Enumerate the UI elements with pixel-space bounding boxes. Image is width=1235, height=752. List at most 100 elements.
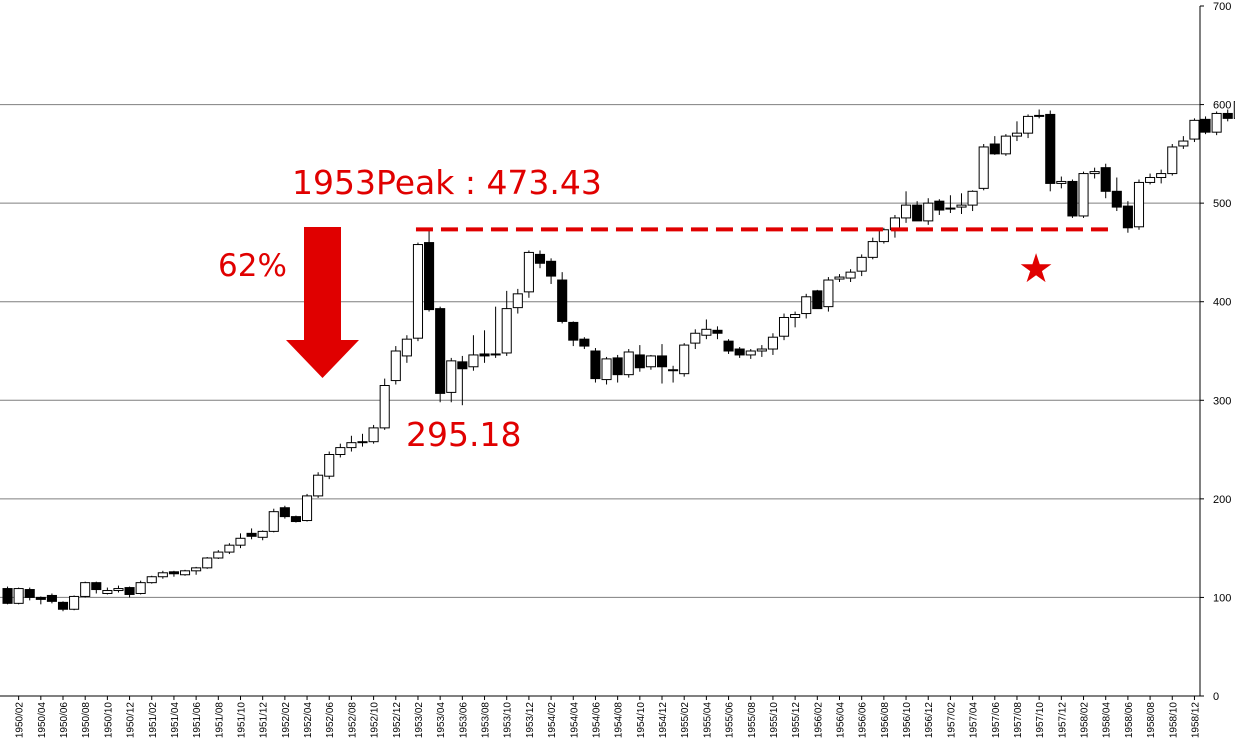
y-axis-ticks: 0 100 200 300 400 500 600 700 — [0, 1, 1231, 703]
candle-body-up — [357, 441, 368, 444]
candle — [590, 348, 601, 383]
candle — [679, 343, 690, 377]
candle-body-up — [978, 146, 989, 189]
candle — [390, 346, 401, 385]
star-icon: ★ — [1018, 246, 1054, 292]
candle-body-down — [579, 338, 590, 347]
candle-body-up — [967, 190, 978, 206]
candle — [701, 319, 712, 340]
candle — [1122, 201, 1133, 233]
candle — [645, 354, 656, 370]
x-tick-label: 1952/02 — [281, 702, 292, 739]
drop-arrow — [286, 227, 359, 378]
candle-body-up — [501, 308, 512, 354]
candle-body-up — [823, 279, 834, 308]
x-tick-label: 1950/02 — [15, 702, 26, 739]
candle — [934, 199, 945, 215]
candle — [889, 214, 901, 238]
candle-body-up — [113, 588, 124, 592]
x-tick-label: 1956/06 — [858, 702, 869, 739]
candle — [945, 195, 956, 213]
candle — [778, 313, 790, 341]
candle-body-down — [812, 290, 823, 310]
trough-label: 295.18 — [406, 415, 521, 454]
candle — [1067, 179, 1078, 218]
y-tick-label: 500 — [1213, 198, 1231, 210]
candle — [146, 575, 157, 584]
candle-body-down — [656, 355, 668, 368]
candle-body-up — [335, 447, 346, 456]
x-tick-label: 1958/06 — [1124, 702, 1135, 739]
candle — [379, 378, 390, 430]
candle — [235, 533, 246, 549]
candle-body-down — [1200, 118, 1211, 133]
candle — [268, 508, 279, 533]
candle — [1222, 109, 1233, 122]
candle — [845, 269, 856, 282]
candle-body-up — [1000, 135, 1011, 155]
x-tick-label: 1955/08 — [747, 702, 758, 739]
x-tick-label: 1956/04 — [835, 702, 846, 739]
candle-body-up — [512, 293, 523, 309]
candle-body-down — [35, 596, 46, 600]
candle — [834, 274, 845, 282]
y-tick-label: 0 — [1213, 691, 1219, 703]
candle-body-down — [424, 242, 435, 311]
candle-body-up — [146, 576, 157, 584]
x-tick-label: 1955/02 — [680, 702, 691, 739]
candle-body-up — [834, 276, 845, 280]
candle — [989, 136, 1000, 155]
candle-body-down — [668, 369, 679, 372]
candle-body-up — [213, 551, 224, 559]
candle — [479, 330, 490, 363]
x-tick-label: 1951/06 — [192, 702, 203, 739]
candle-body-up — [401, 338, 412, 357]
candle-body-up — [623, 351, 634, 376]
x-tick-label: 1955/06 — [725, 702, 736, 739]
candle — [823, 277, 834, 312]
candle-body-up — [1156, 173, 1167, 179]
candle-body-down — [557, 279, 568, 322]
candle — [1200, 116, 1211, 135]
x-tick-label: 1951/12 — [259, 702, 270, 739]
candle — [579, 337, 590, 350]
candle-body-up — [867, 241, 878, 258]
candle — [1056, 176, 1067, 189]
candle — [557, 272, 568, 324]
candle-body-up — [202, 557, 213, 569]
candle-body-up — [679, 344, 690, 375]
x-tick-label: 1958/04 — [1102, 702, 1113, 739]
y-tick-label: 600 — [1213, 100, 1231, 112]
candle — [124, 586, 135, 598]
candle — [923, 198, 934, 225]
peak-label: 1953Peak : 473.43 — [292, 163, 602, 202]
candle — [46, 593, 57, 604]
candle-body-down — [723, 340, 734, 352]
candle — [867, 237, 878, 260]
candle — [801, 293, 812, 319]
candle — [1034, 109, 1045, 119]
candle-body-up — [1023, 115, 1034, 134]
candle-body-up — [1089, 171, 1100, 175]
candle — [412, 242, 424, 342]
candle — [224, 543, 235, 555]
candle — [1023, 114, 1034, 139]
candle-body-down — [168, 571, 179, 575]
candle-body-up — [1011, 132, 1023, 137]
x-tick-label: 1950/06 — [59, 702, 70, 739]
candle — [1211, 111, 1222, 136]
candle-body-up — [346, 442, 357, 449]
candle-body-up — [878, 229, 889, 243]
x-tick-label: 1954/10 — [636, 702, 647, 739]
candle-body-up — [1145, 177, 1156, 183]
candle — [346, 435, 357, 452]
gridlines — [0, 104, 1200, 598]
candle-body-up — [956, 204, 967, 208]
candle-body-down — [1067, 180, 1078, 217]
candle-body-up — [80, 582, 91, 597]
x-tick-label: 1956/08 — [880, 702, 891, 739]
candle-body-up — [368, 427, 379, 443]
candle — [135, 580, 146, 595]
candle-body-down — [246, 532, 257, 537]
candle-body-up — [446, 360, 457, 393]
